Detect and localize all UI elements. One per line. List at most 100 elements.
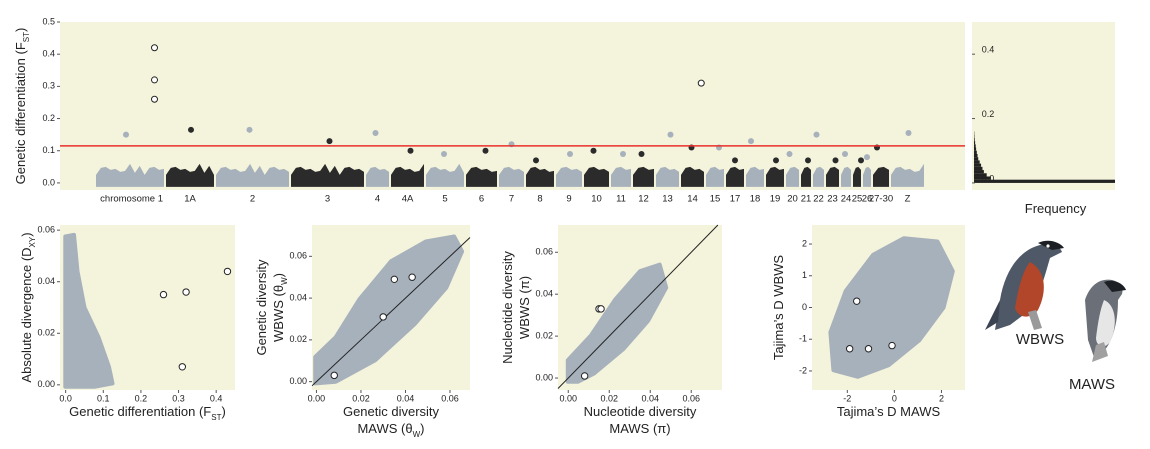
chromosome-label: 7: [509, 194, 514, 205]
snp-cloud: [746, 166, 764, 187]
histogram-bar: [974, 141, 976, 145]
axis-title: Tajima’s D MAWS: [837, 404, 941, 419]
chromosome-label: 20: [787, 194, 798, 205]
snp-cloud: [873, 166, 889, 187]
y-tick-label: 0: [802, 302, 807, 312]
y-tick-label: 0.3: [42, 81, 55, 91]
snp-cloud: [526, 166, 554, 187]
snp-peak: [732, 157, 738, 164]
axis-title-part: Tajima’s D WBWS: [771, 255, 786, 361]
snp-peak: [813, 131, 820, 138]
snp-cloud: [706, 166, 724, 187]
snp-peak: [842, 150, 848, 157]
snp-cloud: [216, 163, 289, 187]
identity-line: [557, 224, 719, 389]
axis-title-part: ): [222, 404, 226, 419]
y-tick-label: 0.2: [982, 109, 995, 119]
x-tick-label: 0.02: [352, 393, 370, 403]
y-tick-label: 0.02: [535, 330, 553, 340]
y-tick-label: 0.04: [37, 276, 55, 286]
axis-title-part: Tajima’s D MAWS: [837, 404, 941, 419]
point-cloud: [313, 234, 465, 386]
axis-title-part: WBWS (π): [517, 276, 532, 339]
snp-peak: [748, 138, 754, 145]
snp-cloud: [391, 163, 424, 187]
snp-cloud: [633, 166, 654, 187]
snp-cloud: [466, 166, 497, 187]
outlier-point: [597, 305, 605, 313]
y-tick-label: 0.2: [42, 113, 55, 123]
chromosome-label: 11: [616, 194, 626, 205]
snp-peak: [773, 157, 779, 164]
chromosome-label: 15: [710, 194, 721, 205]
bird-maws: [1085, 279, 1126, 362]
axis-title: WBWS (π): [517, 276, 532, 339]
snp-peak: [864, 154, 870, 161]
x-tick-label: 0.06: [441, 393, 459, 403]
snp-peak: [858, 157, 864, 164]
axis-title-part: WBWS (θ: [271, 285, 286, 342]
point-cloud: [828, 236, 955, 379]
snp-cloud: [813, 166, 824, 187]
y-tick-label: 0.4: [42, 49, 55, 59]
histogram-bar: [974, 153, 978, 158]
snp-cloud: [556, 166, 582, 187]
snp-peak: [326, 138, 333, 145]
chromosome-label: 4: [375, 194, 380, 205]
histogram-bar: [974, 157, 979, 161]
axis-title: Genetic differentiation (FST): [13, 28, 30, 185]
bird-wbws: [985, 240, 1064, 330]
axis-title: WBWS (θW): [271, 273, 288, 342]
x-tick-label: 2: [939, 393, 944, 403]
chromosome-label: 9: [566, 194, 571, 205]
chromosome-label: 17: [730, 194, 741, 205]
axis-title: Genetic diversity: [343, 404, 440, 419]
y-tick-label: 0.02: [289, 334, 307, 344]
outlier-point: [182, 288, 190, 296]
axis-title-part: MAWS (π): [609, 421, 670, 436]
axis-title-part: W: [413, 430, 421, 439]
snp-peak: [407, 147, 414, 154]
axis-title-part: Nucleotide diversity: [500, 251, 515, 364]
chromosome-label: 6: [479, 194, 484, 205]
y-tick-label: -1: [799, 334, 807, 344]
illustration-label: MAWS: [1069, 376, 1115, 393]
histogram-bar: [974, 166, 983, 171]
axis-title: Frequency: [1025, 201, 1087, 216]
axis-title-part: ): [19, 232, 34, 236]
axis-title: Genetic diversity: [254, 259, 269, 356]
snp-peak: [620, 150, 626, 157]
snp-peak: [567, 150, 573, 157]
snp-cloud: [426, 163, 464, 187]
point-cloud: [565, 262, 669, 384]
outlier-point: [697, 79, 705, 87]
axis-title: Absolute divergence (DXY): [19, 232, 36, 382]
chromosome-label: chromosome 1: [100, 194, 163, 205]
x-tick-label: 0.00: [559, 393, 577, 403]
histogram-bar: [974, 173, 987, 177]
chromosome-label: 19: [770, 194, 781, 205]
outlier-point: [151, 95, 158, 103]
chromosome-label: 22: [813, 194, 824, 205]
chromosome-label: 12: [638, 194, 649, 205]
y-tick-label: 1: [802, 270, 807, 280]
snp-cloud: [891, 163, 924, 187]
x-tick-label: 0.0: [59, 393, 72, 403]
outlier-point: [159, 290, 168, 299]
outlier-point: [853, 297, 861, 305]
x-tick-label: 0.06: [682, 393, 700, 403]
axis-title-part: W: [280, 277, 289, 285]
chromosome-label: 26: [862, 194, 873, 205]
axis-title-part: MAWS (θ: [357, 421, 412, 436]
snp-peak: [905, 130, 912, 137]
chromosome-label: 10: [591, 194, 602, 205]
x-tick-label: 0.3: [172, 393, 185, 403]
axis-title-part: Genetic diversity: [343, 404, 440, 419]
y-tick-label: 0.00: [37, 379, 55, 389]
outlier-point: [408, 273, 416, 281]
x-tick-label: 0: [892, 393, 897, 403]
histogram-bar: [974, 170, 984, 174]
snp-cloud: [96, 163, 164, 187]
chromosome-label: 2: [250, 194, 255, 205]
axis-title-part: Nucleotide diversity: [584, 404, 697, 419]
